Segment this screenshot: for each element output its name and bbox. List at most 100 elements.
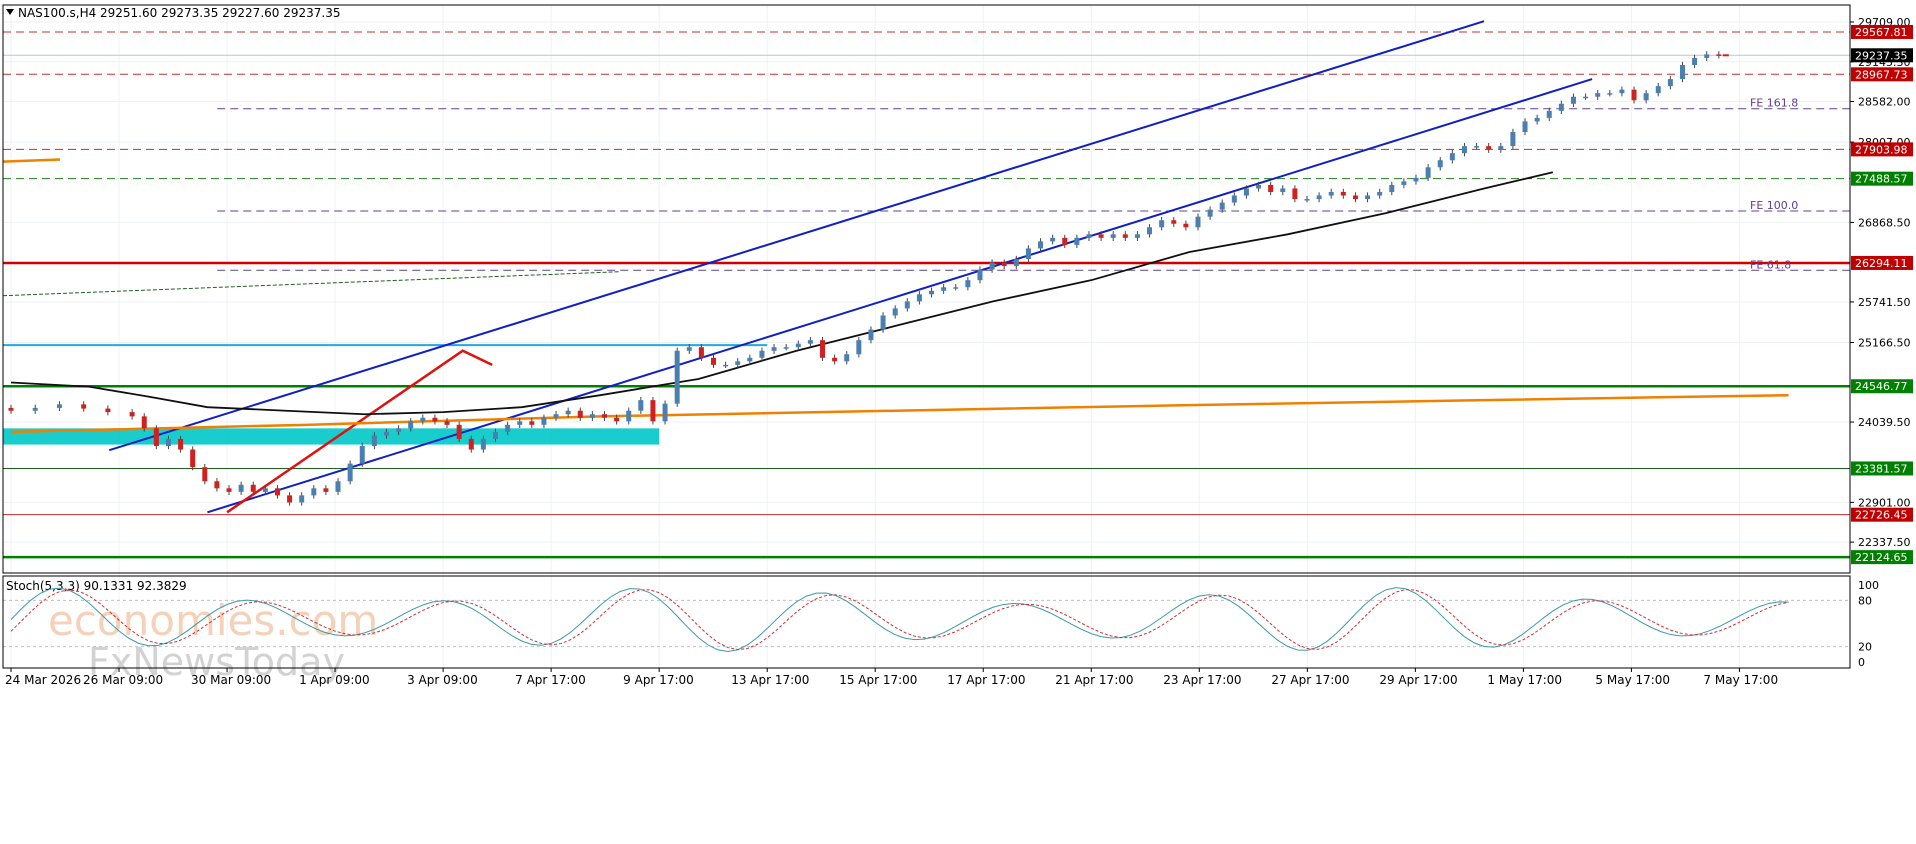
candle	[1595, 90, 1601, 100]
candle	[1219, 199, 1225, 213]
candle	[1268, 181, 1274, 196]
candle-body	[686, 347, 692, 351]
candle	[214, 478, 220, 492]
candle	[977, 266, 983, 284]
candle-body	[977, 269, 983, 281]
x-tick-label: 29 Apr 17:00	[1379, 673, 1457, 687]
candle-body	[299, 495, 305, 503]
candle	[1692, 54, 1698, 69]
candle-body	[1401, 181, 1407, 185]
candle-body	[81, 404, 87, 409]
candle-body	[1510, 132, 1516, 147]
candle-body	[8, 407, 14, 411]
candle-body	[1207, 209, 1213, 217]
candle-body	[56, 404, 62, 408]
candle	[626, 407, 632, 425]
candle-body	[1316, 195, 1322, 200]
price-badge	[1851, 461, 1913, 476]
candle-body	[1692, 57, 1698, 65]
channel-upper	[108, 20, 1485, 452]
x-tick-label: 7 Apr 17:00	[515, 673, 586, 687]
candle	[1256, 181, 1262, 192]
candle-body	[1522, 121, 1528, 133]
candle-body	[408, 421, 414, 429]
candle-body	[638, 400, 644, 411]
candle	[1679, 61, 1685, 83]
candle	[1243, 185, 1249, 199]
candle-body	[1280, 188, 1286, 192]
candle-body	[1461, 146, 1467, 154]
candle-body	[1134, 234, 1140, 238]
candle	[747, 354, 753, 365]
candle-body	[1219, 202, 1225, 210]
candle	[1074, 234, 1080, 249]
stoch-axis-label: 20	[1858, 641, 1872, 654]
candle	[1183, 220, 1189, 231]
candle	[638, 396, 644, 414]
candle-body	[1679, 64, 1685, 80]
candle	[262, 485, 268, 496]
candle-body	[529, 421, 535, 425]
candle	[1558, 100, 1564, 115]
x-tick-label: 15 Apr 17:00	[839, 673, 917, 687]
candle	[1231, 192, 1237, 206]
candle-body	[1449, 153, 1455, 161]
y-tick-label: 26868.50	[1858, 216, 1911, 229]
candle-body	[1304, 199, 1310, 201]
candle-body	[1328, 191, 1334, 196]
candle	[820, 336, 826, 361]
candle-body	[396, 428, 402, 432]
candle-body	[1704, 54, 1710, 58]
candle-body	[1570, 96, 1576, 104]
price-badge-label: 29567.81	[1855, 26, 1908, 39]
candle	[1377, 188, 1383, 199]
candle-body	[1268, 184, 1274, 192]
candle	[1062, 234, 1068, 249]
candle-body	[868, 329, 874, 341]
green-dashed-trend	[2, 271, 620, 297]
candle-body	[989, 262, 995, 270]
candle	[577, 407, 583, 421]
candle-body	[795, 343, 801, 348]
candle	[759, 347, 765, 361]
candle	[1667, 75, 1673, 90]
candle-body	[1377, 191, 1383, 196]
stoch-axis-label: 80	[1858, 594, 1872, 607]
candle	[1401, 178, 1407, 189]
candle	[335, 478, 341, 496]
candle	[807, 336, 813, 347]
candle	[1704, 51, 1710, 62]
candle-body	[1231, 195, 1237, 203]
candle-body	[711, 357, 717, 365]
symbol-label: NAS100.s,H4	[18, 6, 96, 20]
candle	[735, 358, 741, 369]
candle	[311, 485, 317, 499]
candle	[153, 425, 159, 450]
candle-body	[1352, 195, 1358, 200]
x-tick-label: 23 Apr 17:00	[1163, 673, 1241, 687]
price-badge	[1851, 67, 1913, 82]
candle-body	[904, 301, 910, 309]
candle-body	[165, 438, 171, 446]
candle-body	[1243, 188, 1249, 196]
candle-body	[735, 361, 741, 365]
y-tick-label: 22901.00	[1858, 496, 1911, 509]
candle	[1340, 188, 1346, 199]
candle	[420, 414, 426, 425]
candle-body	[1643, 93, 1649, 101]
x-tick-label: 21 Apr 17:00	[1055, 673, 1133, 687]
candle	[1461, 142, 1467, 157]
stoch-main-line	[10, 587, 1789, 652]
main-plot-frame	[2, 4, 1851, 574]
candle	[141, 413, 147, 432]
candle	[202, 463, 208, 485]
price-badge-label: 24546.77	[1855, 380, 1908, 393]
candle-body	[1474, 146, 1480, 148]
candle-body	[1183, 223, 1189, 228]
candle-body	[965, 280, 971, 288]
candle-body	[1171, 220, 1177, 224]
candle-body	[456, 424, 462, 439]
candle-body	[1086, 234, 1092, 238]
